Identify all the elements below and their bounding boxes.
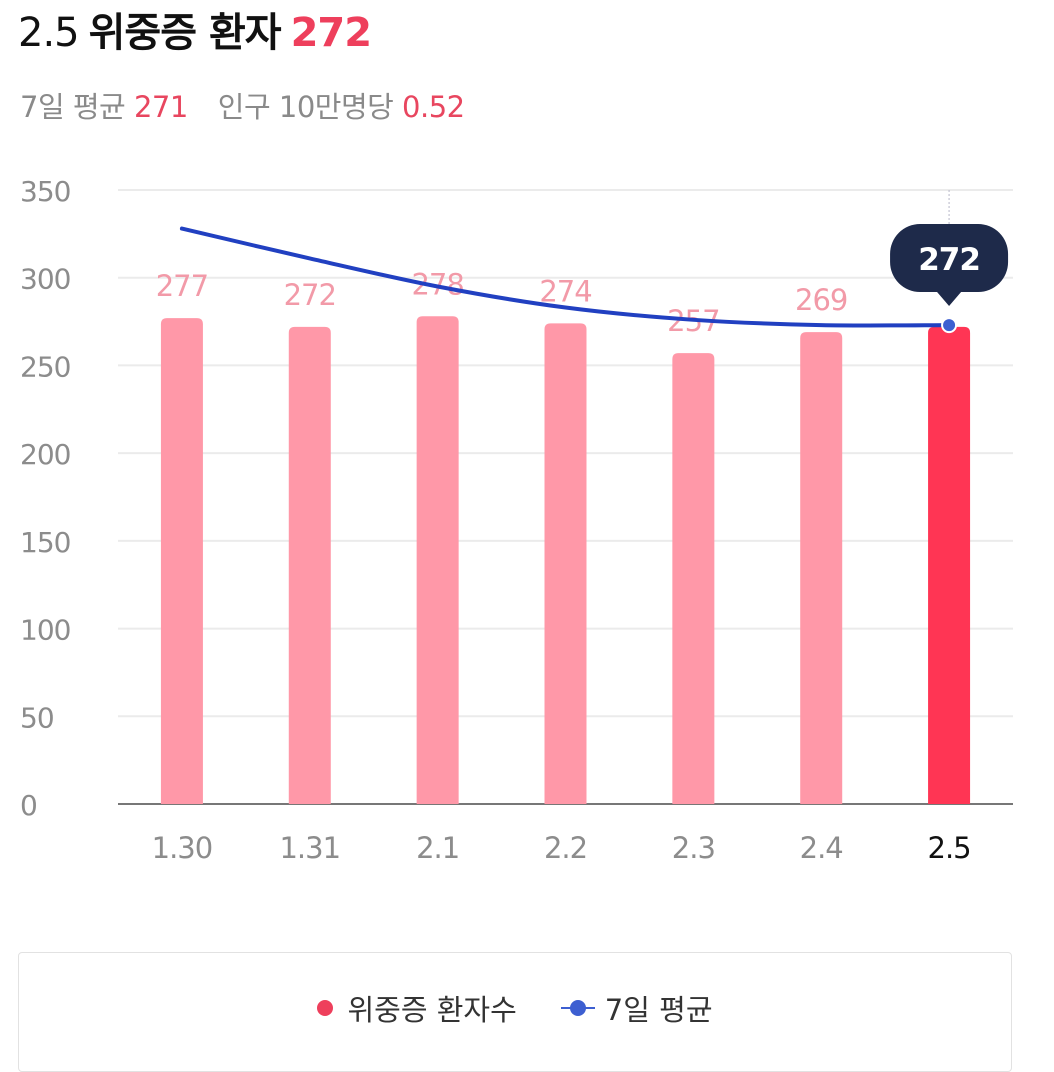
average-line	[179, 226, 952, 328]
bar-data-label: 277	[156, 269, 208, 303]
legend: 위중증 환자수 7일 평균	[18, 952, 1012, 1072]
y-tick-label: 0	[20, 789, 37, 822]
per-capita-value: 0.52	[402, 90, 465, 124]
y-tick-label: 150	[20, 526, 70, 559]
title-label: 위중증 환자	[88, 10, 282, 56]
bar	[672, 353, 715, 804]
bar-data-label: 274	[539, 274, 591, 308]
legend-item-bars[interactable]: 위중증 환자수	[317, 987, 517, 1029]
bar-data-label: 272	[284, 278, 336, 312]
bar	[288, 326, 331, 804]
title-count: 272	[290, 10, 372, 56]
x-tick-label: 2.3	[672, 831, 715, 865]
y-tick-label: 300	[20, 263, 70, 296]
chart-title: 2.5 위중증 환자 272	[18, 4, 372, 62]
avg-label: 7일 평균	[20, 90, 126, 124]
bar	[544, 323, 587, 804]
tooltip-bubble	[890, 224, 1009, 306]
legend-bar-label: 위중증 환자수	[347, 993, 517, 1027]
bar	[800, 332, 843, 804]
bar-data-label: 269	[795, 283, 847, 317]
avg-value: 271	[133, 90, 188, 124]
x-tick-label: 1.31	[279, 831, 340, 865]
legend-item-line[interactable]: 7일 평균	[560, 987, 713, 1029]
bar	[928, 326, 971, 804]
y-tick-label: 350	[20, 175, 70, 208]
title-date: 2.5	[18, 10, 80, 56]
chart-plot: 0 50 100 150 200 250 300 350 1.30 1.31 2.1 2.2 2.3 2…	[20, 175, 1013, 865]
x-tick-label: 2.5	[928, 831, 971, 865]
legend-line-marker-icon	[560, 1000, 595, 1016]
y-tick-label: 100	[20, 614, 70, 647]
x-tick-label: 1.30	[152, 831, 213, 865]
legend-line-label: 7일 평균	[604, 993, 713, 1027]
y-tick-label: 50	[20, 701, 54, 734]
y-tick-label: 250	[20, 350, 70, 383]
tooltip-value: 272	[918, 242, 980, 278]
x-tick-label: 2.1	[416, 831, 459, 865]
bar	[416, 316, 459, 804]
per-capita-label: 인구 10만명당	[217, 90, 394, 124]
x-tick-label: 2.4	[800, 831, 843, 865]
average-line-point	[941, 317, 958, 334]
legend-bar-dot-icon	[317, 1000, 334, 1016]
chart-subtitle: 7일 평균 271 인구 10만명당 0.52	[20, 86, 465, 128]
x-tick-label: 2.2	[544, 831, 587, 865]
y-tick-label: 200	[20, 438, 70, 471]
bar	[160, 318, 203, 804]
